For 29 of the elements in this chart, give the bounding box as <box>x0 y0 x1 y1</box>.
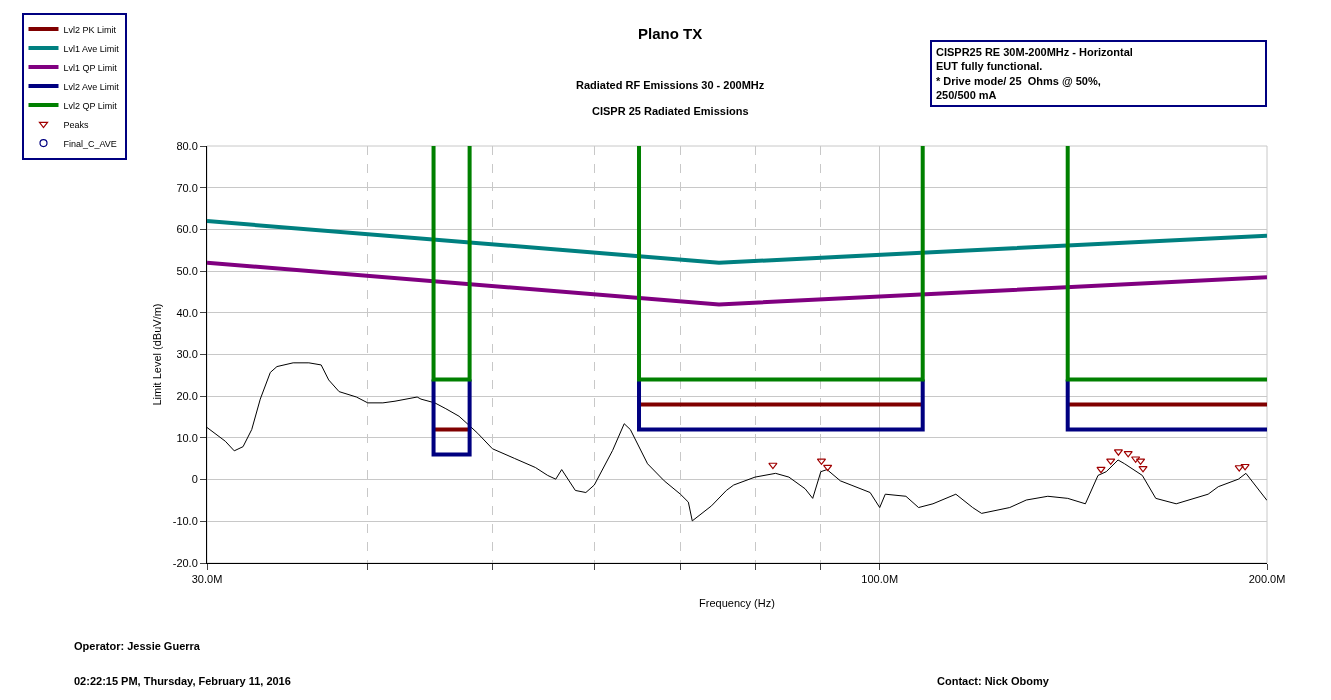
y-tick-label: -20.0 <box>172 556 198 569</box>
text: Operator: Jessie Guerra <box>74 640 201 652</box>
y-tick-label: 30.0 <box>176 348 198 361</box>
y-tick-label: -10.0 <box>172 515 198 528</box>
legend-label: Lvl2 QP Limit <box>63 100 118 111</box>
x-tick-label: 100.0M <box>861 573 899 586</box>
x-tick-label: 200.0M <box>1248 573 1286 586</box>
legend-label: Lvl1 QP Limit <box>63 62 118 73</box>
text: CISPR25 RE 30M-200MHz - Horizontal EUT fully functional. * Drive mode/ 25 Ohms @ 50%, 250/500 mA <box>936 46 1133 101</box>
text: 02:22:15 PM, Thursday, February 11, 2016 <box>74 675 291 687</box>
legend-label: Peaks <box>63 119 90 130</box>
y-tick-label: 40.0 <box>176 306 198 319</box>
legend-label: Lvl2 PK Limit <box>63 24 117 35</box>
y-tick-label: 10.0 <box>176 431 198 444</box>
text: Contact: Nick Obomy <box>937 675 1050 687</box>
y-tick-label: 0 <box>191 473 198 486</box>
x-tick-label: 30.0M <box>191 573 223 586</box>
legend-label: Lvl1 Ave Limit <box>63 43 120 54</box>
x-axis-title: Frequency (Hz) <box>699 597 775 610</box>
legend-label: Final_C_AVE <box>63 138 117 149</box>
y-tick-label: 80.0 <box>176 139 198 152</box>
y-axis-title: Limit Level (dBuV/m) <box>151 303 164 406</box>
chart-title: Plano TX <box>638 25 703 42</box>
y-tick-label: 70.0 <box>176 181 198 194</box>
y-tick-label: 20.0 <box>176 390 198 403</box>
y-tick-label: 60.0 <box>176 223 198 236</box>
y-tick-label: 50.0 <box>176 264 198 277</box>
text: Radiated RF Emissions 30 - 200MHz CISPR 25 Radiated Emissions <box>576 79 765 117</box>
legend-label: Lvl2 Ave Limit <box>63 81 120 92</box>
